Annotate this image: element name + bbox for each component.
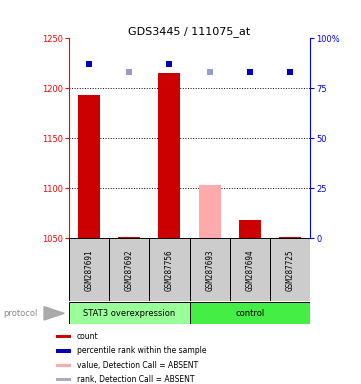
Bar bbox=[69, 238, 109, 301]
Bar bbox=[56, 364, 71, 367]
Bar bbox=[56, 378, 71, 381]
Text: STAT3 overexpression: STAT3 overexpression bbox=[83, 309, 175, 318]
Bar bbox=[56, 335, 71, 338]
Bar bbox=[78, 95, 100, 238]
Bar bbox=[190, 302, 310, 324]
Bar bbox=[109, 238, 149, 301]
Text: protocol: protocol bbox=[4, 309, 38, 318]
Bar bbox=[158, 73, 180, 238]
Text: rank, Detection Call = ABSENT: rank, Detection Call = ABSENT bbox=[77, 375, 194, 384]
Bar bbox=[230, 238, 270, 301]
Text: percentile rank within the sample: percentile rank within the sample bbox=[77, 346, 206, 355]
Bar bbox=[270, 238, 310, 301]
Title: GDS3445 / 111075_at: GDS3445 / 111075_at bbox=[129, 26, 251, 37]
Bar bbox=[118, 237, 140, 238]
Text: GSM287694: GSM287694 bbox=[245, 249, 255, 291]
Text: value, Detection Call = ABSENT: value, Detection Call = ABSENT bbox=[77, 361, 198, 370]
Bar bbox=[239, 220, 261, 238]
Text: count: count bbox=[77, 332, 98, 341]
Bar bbox=[199, 185, 221, 238]
Text: GSM287725: GSM287725 bbox=[286, 249, 295, 291]
Bar bbox=[190, 238, 230, 301]
Bar bbox=[69, 302, 190, 324]
Text: GSM287756: GSM287756 bbox=[165, 249, 174, 291]
Text: GSM287693: GSM287693 bbox=[205, 249, 214, 291]
Text: control: control bbox=[235, 309, 265, 318]
Bar bbox=[56, 349, 71, 353]
Bar bbox=[149, 238, 190, 301]
Polygon shape bbox=[44, 307, 64, 320]
Text: GSM287691: GSM287691 bbox=[84, 249, 93, 291]
Text: GSM287692: GSM287692 bbox=[125, 249, 134, 291]
Bar bbox=[279, 237, 301, 238]
